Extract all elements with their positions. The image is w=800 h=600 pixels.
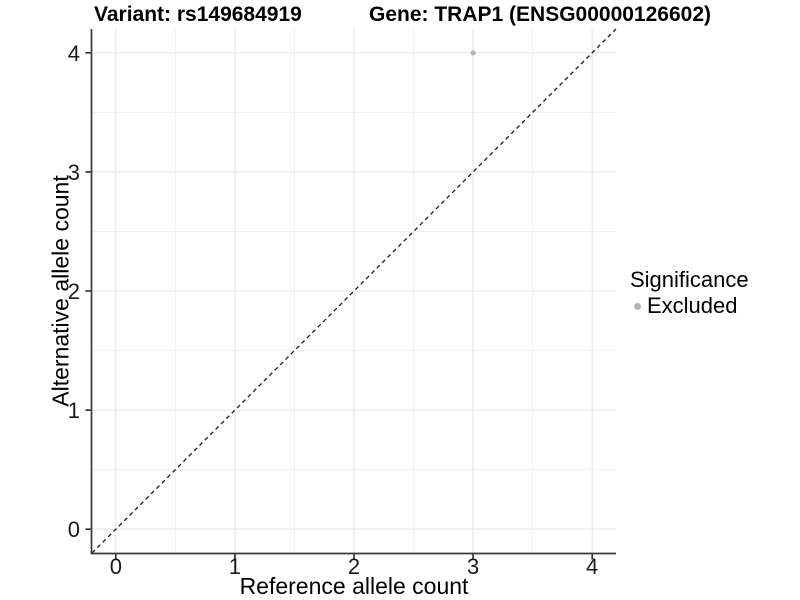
x-axis-title: Reference allele count bbox=[239, 573, 469, 599]
x-tick-label: 0 bbox=[110, 554, 122, 579]
legend-title: Significance bbox=[630, 267, 749, 292]
plot-title-variant: Variant: rs149684919 bbox=[94, 3, 302, 26]
y-tick-label: 0 bbox=[68, 517, 80, 542]
y-tick-label: 3 bbox=[68, 160, 80, 185]
legend-point-icon bbox=[634, 302, 641, 310]
y-axis-title: Alternative allele count bbox=[47, 175, 74, 407]
x-tick-label: 1 bbox=[229, 554, 241, 579]
legend-entry-excluded: Excluded bbox=[630, 294, 749, 318]
y-tick-label: 1 bbox=[68, 398, 80, 423]
plot-title-gene: Gene: TRAP1 (ENSG00000126602) bbox=[369, 3, 711, 26]
legend: Significance Excluded bbox=[630, 268, 749, 318]
x-tick-label: 2 bbox=[348, 554, 360, 579]
data-point bbox=[470, 50, 476, 56]
legend-entry-label: Excluded bbox=[647, 293, 738, 318]
identity-line bbox=[91, 28, 617, 554]
y-tick-label: 2 bbox=[68, 279, 80, 304]
y-tick-label: 4 bbox=[68, 41, 80, 66]
x-tick-label: 3 bbox=[467, 554, 479, 579]
x-tick-label: 4 bbox=[586, 554, 598, 579]
